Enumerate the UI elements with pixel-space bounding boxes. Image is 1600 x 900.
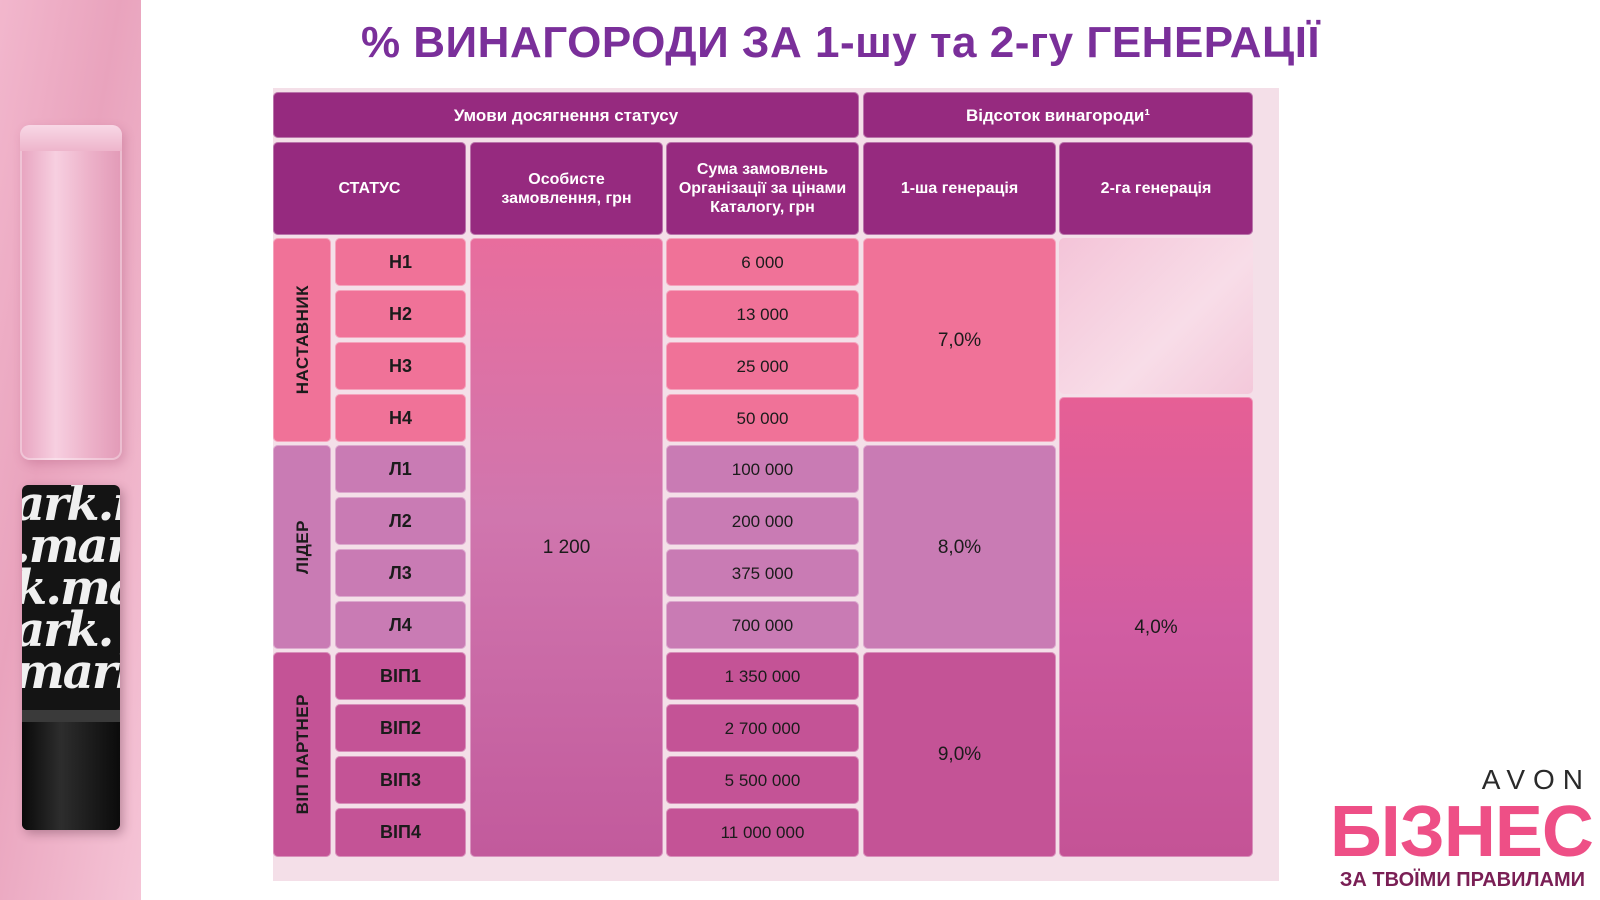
gen2-empty-area <box>1059 238 1253 394</box>
header-conditions: Умови досягнення статусу <box>273 92 859 138</box>
status-code-cell: Н2 <box>335 290 466 338</box>
logo-tagline: ЗА ТВОЇМИ ПРАВИЛАМИ <box>1339 869 1585 891</box>
status-code-cell: ВІП3 <box>335 756 466 804</box>
group-label-nastavnyk: НАСТАВНИК <box>273 238 331 442</box>
status-code-cell: Л2 <box>335 497 466 545</box>
lipstick-cap-top <box>20 125 122 151</box>
gen2-value: 4,0% <box>1059 397 1253 857</box>
avon-business-logo: AVON БІЗНЕС ЗА ТВОЇМИ ПРАВИЛАМИ <box>1330 765 1594 892</box>
status-code-cell: Л1 <box>335 445 466 493</box>
logo-brand: AVON <box>1481 764 1591 795</box>
lipstick-ring <box>22 710 120 722</box>
org-sum-cell: 100 000 <box>666 445 859 493</box>
status-code-cell: ВІП1 <box>335 652 466 700</box>
org-sum-cell: 5 500 000 <box>666 756 859 804</box>
status-code-cell: Н4 <box>335 394 466 442</box>
org-sum-cell: 200 000 <box>666 497 859 545</box>
status-code-cell: Н1 <box>335 238 466 286</box>
reward-table: Умови досягнення статусу Відсоток винаго… <box>273 88 1279 881</box>
lipstick-base <box>22 710 120 830</box>
org-sum-cell: 1 350 000 <box>666 652 859 700</box>
lipstick-cap-image <box>20 125 122 460</box>
gen1-value-nastavnyk: 7,0% <box>863 238 1056 442</box>
org-sum-cell: 50 000 <box>666 394 859 442</box>
header-status: СТАТУС <box>273 142 466 235</box>
org-sum-cell: 13 000 <box>666 290 859 338</box>
group-name: НАСТАВНИК <box>292 285 312 395</box>
page-title: % ВИНАГОРОДИ ЗА 1-шу та 2-гу ГЕНЕРАЦІЇ <box>360 18 1321 67</box>
status-code-cell: Л3 <box>335 549 466 597</box>
header-gen2: 2-га генерація <box>1059 142 1253 235</box>
org-sum-cell: 11 000 000 <box>666 808 859 857</box>
org-sum-cell: 25 000 <box>666 342 859 390</box>
lipstick-lettering: .mar <box>22 518 120 574</box>
header-gen1: 1-ша генерація <box>863 142 1056 235</box>
status-code-cell: Л4 <box>335 601 466 649</box>
org-sum-cell: 700 000 <box>666 601 859 649</box>
org-sum-cell: 2 700 000 <box>666 704 859 752</box>
header-personal-order: Особисте замовлення, грн <box>470 142 663 235</box>
gen1-value-vip: 9,0% <box>863 652 1056 857</box>
lipstick-lettering: k.ma <box>22 560 120 616</box>
gen1-value-lider: 8,0% <box>863 445 1056 649</box>
status-code-cell: ВІП4 <box>335 808 466 857</box>
group-name: ВІП ПАРТНЕР <box>292 694 312 815</box>
lipstick-lettering: ark. <box>22 602 114 658</box>
group-label-vip: ВІП ПАРТНЕР <box>273 652 331 857</box>
status-code-cell: Н3 <box>335 342 466 390</box>
status-code-cell: ВІП2 <box>335 704 466 752</box>
header-reward-percent: Відсоток винагороди¹ <box>863 92 1253 138</box>
logo-word: БІЗНЕС <box>1330 792 1594 872</box>
org-sum-cell: 6 000 <box>666 238 859 286</box>
group-label-lider: ЛІДЕР <box>273 445 331 649</box>
lipstick-lettering: ark.m <box>22 485 120 532</box>
group-name: ЛІДЕР <box>292 520 312 574</box>
org-sum-cell: 375 000 <box>666 549 859 597</box>
header-org-sum: Сума замовлень Організації за цінами Кат… <box>666 142 859 235</box>
personal-order-value: 1 200 <box>470 238 663 857</box>
